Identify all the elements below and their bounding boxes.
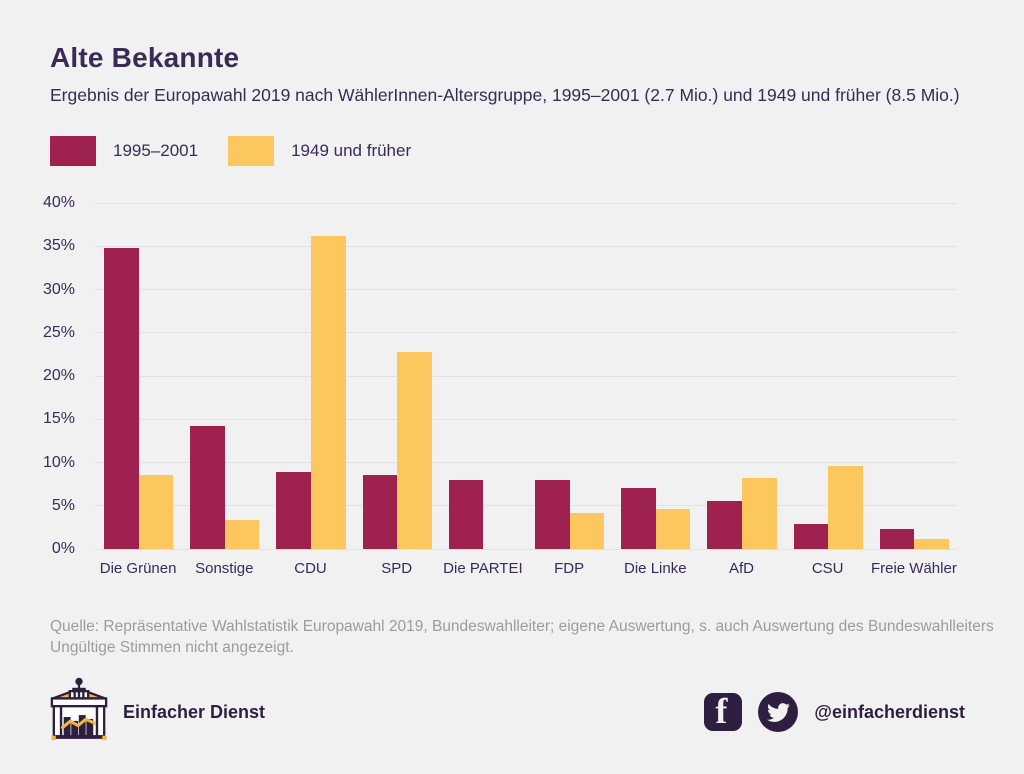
x-tick-label-freie-w-hler: Freie Wähler xyxy=(870,560,957,577)
bar-cdu-old xyxy=(311,235,346,549)
bar-csu-young xyxy=(793,523,829,549)
facebook-icon[interactable]: f xyxy=(704,693,743,731)
brandenburg-gate-icon xyxy=(50,677,108,741)
gridline-35 xyxy=(95,245,957,247)
bar-die-gr-nen-old xyxy=(138,475,174,549)
page-title: Alte Bekannte xyxy=(50,42,240,73)
bar-chart-plot: Die Grünen Sonstige CDU SPD Die PARTEI FDP Die… xyxy=(95,202,957,577)
x-tick-label-afd: AfD xyxy=(728,560,754,577)
bar-die-linke-old xyxy=(655,509,691,549)
y-tick-label-35: 35% xyxy=(42,237,75,255)
y-axis-labels: 0% 5% 10% 15% 20% 25% 30% 35% 40% xyxy=(28,194,85,557)
bar-die-linke-young xyxy=(621,488,656,549)
footer-social-block: f @einfacherdienst xyxy=(704,691,965,733)
y-tick-label-20: 20% xyxy=(42,367,75,384)
gridline-10 xyxy=(95,462,957,463)
x-tick-label-csu: CSU xyxy=(811,560,844,577)
bar-die-gr-nen-young xyxy=(104,247,139,549)
gridline-30 xyxy=(95,289,957,290)
x-tick-label-die-gr-nen: Die Grünen xyxy=(99,560,177,577)
chart-legend: 1995–2001 1949 und früher xyxy=(50,136,411,166)
y-tick-label-30: 30% xyxy=(42,280,75,298)
gridline-40 xyxy=(95,202,957,204)
y-tick-label-25: 25% xyxy=(42,323,75,341)
y-tick-label-40: 40% xyxy=(42,194,75,211)
bar-fdp-young xyxy=(535,479,570,549)
source-line-2: Ungültige Stimmen nicht angezeigt. xyxy=(50,639,294,656)
y-tick-label-0: 0% xyxy=(51,540,75,557)
x-tick-label-fdp: FDP xyxy=(554,560,585,577)
twitter-icon[interactable] xyxy=(758,692,799,732)
x-tick-label-sonstige: Sonstige xyxy=(195,560,254,577)
bar-sonstige-old xyxy=(224,520,260,549)
legend-swatch-yellow xyxy=(228,136,275,166)
bar-spd-old xyxy=(397,351,432,549)
bar-freie-w-hler-old xyxy=(914,539,949,549)
x-tick-label-cdu: CDU xyxy=(294,560,327,577)
brand-name: Einfacher Dienst xyxy=(123,701,266,722)
legend-item-young: 1995–2001 xyxy=(50,136,198,166)
bar-sonstige-young xyxy=(190,426,225,549)
x-tick-label-die-linke: Die Linke xyxy=(624,560,687,577)
source-note: Quelle: Repräsentative Wahlstatistik Eur… xyxy=(50,616,994,658)
footer-brand-block: Einfacher Dienst xyxy=(48,676,265,748)
gridline-0 xyxy=(95,548,957,550)
gridline-5 xyxy=(95,505,957,507)
chart-subtitle: Ergebnis der Europawahl 2019 nach Wähler… xyxy=(50,85,960,105)
social-handle: @einfacherdienst xyxy=(814,701,965,722)
source-line-1: Quelle: Repräsentative Wahlstatistik Eur… xyxy=(50,618,994,635)
gridline-15 xyxy=(95,418,957,420)
x-tick-label-spd: SPD xyxy=(381,560,413,577)
legend-label-old: 1949 und früher xyxy=(291,141,412,160)
bar-afd-young xyxy=(707,500,742,549)
gridline-25 xyxy=(95,332,957,334)
twitter-bird-glyph xyxy=(766,702,790,722)
y-tick-label-10: 10% xyxy=(42,453,75,471)
bar-die-partei-young xyxy=(448,479,484,549)
y-tick-label-15: 15% xyxy=(42,410,75,428)
gridline-20 xyxy=(95,375,957,377)
bar-spd-young xyxy=(362,474,398,549)
legend-swatch-red xyxy=(50,136,96,166)
bar-fdp-old xyxy=(569,512,605,549)
bar-csu-old xyxy=(828,465,863,549)
legend-label-young: 1995–2001 xyxy=(113,141,199,160)
facebook-f-glyph: f xyxy=(715,693,728,731)
legend-item-old: 1949 und früher xyxy=(228,136,411,166)
bar-afd-old xyxy=(742,478,777,549)
x-tick-label-die-partei: Die PARTEI xyxy=(443,560,523,577)
bar-cdu-young xyxy=(276,472,311,549)
bar-freie-w-hler-young xyxy=(879,529,915,549)
y-tick-label-5: 5% xyxy=(51,496,75,514)
